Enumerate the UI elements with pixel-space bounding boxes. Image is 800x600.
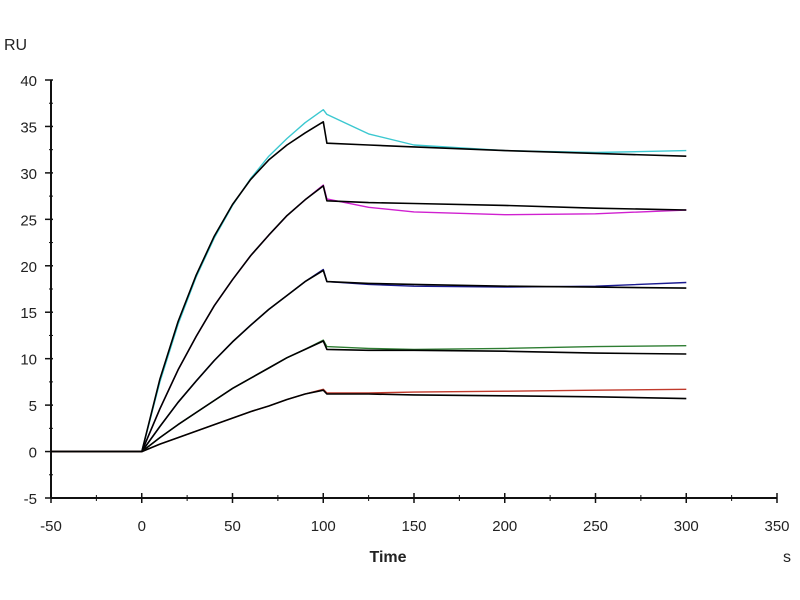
fit-curve-3 bbox=[51, 185, 687, 453]
x-axis-label: Time bbox=[369, 549, 406, 566]
x-axis-unit: s bbox=[783, 549, 791, 566]
fit-curve-1 bbox=[51, 121, 687, 453]
response-curve-4 bbox=[51, 268, 687, 453]
x-tick-label: 300 bbox=[674, 518, 699, 535]
y-tick-label: -5 bbox=[24, 491, 37, 508]
y-axis-label: RU bbox=[4, 37, 27, 54]
fit-curve-5 bbox=[51, 269, 687, 453]
x-tick-label: 350 bbox=[764, 518, 789, 535]
fit-curve-9 bbox=[51, 389, 687, 453]
x-tick-label: 200 bbox=[492, 518, 517, 535]
y-tick-label: 0 bbox=[29, 445, 37, 462]
x-tick-label: 150 bbox=[401, 518, 426, 535]
x-tick-label: 50 bbox=[224, 518, 241, 535]
x-tick-label: 100 bbox=[311, 518, 336, 535]
y-tick-label: 20 bbox=[20, 259, 37, 276]
fit-curve-7 bbox=[51, 340, 687, 453]
x-tick-label: -50 bbox=[40, 518, 62, 535]
y-tick-label: 35 bbox=[20, 119, 37, 136]
x-tick-label: 0 bbox=[138, 518, 146, 535]
x-tick-label: 250 bbox=[583, 518, 608, 535]
y-tick-label: 40 bbox=[20, 73, 37, 90]
response-curve-0 bbox=[51, 108, 687, 453]
y-tick-label: 15 bbox=[20, 305, 37, 322]
y-tick-label: 30 bbox=[20, 166, 37, 183]
response-curve-2 bbox=[51, 184, 687, 453]
y-tick-label: 25 bbox=[20, 212, 37, 229]
y-tick-label: 5 bbox=[29, 398, 37, 415]
y-tick-label: 10 bbox=[20, 352, 37, 369]
